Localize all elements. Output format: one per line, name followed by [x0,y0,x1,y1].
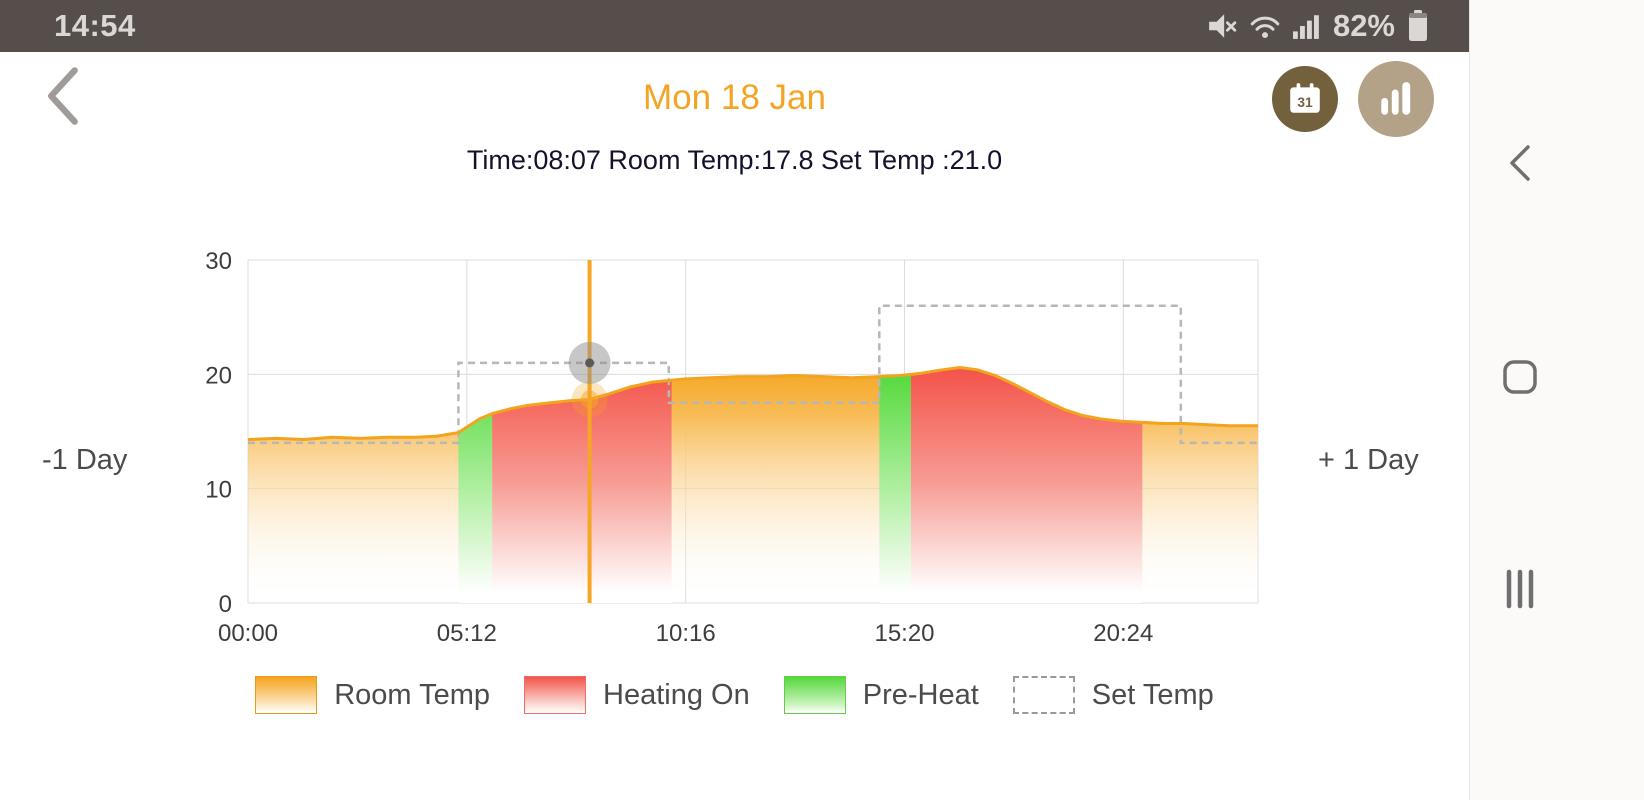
chart-area: 0 10 20 30 00:00 05:12 10:16 15:20 20:24 [150,245,1280,647]
next-day-button[interactable]: + 1 Day [1318,444,1419,476]
svg-text:10: 10 [205,477,232,504]
mute-icon [1207,11,1237,41]
svg-text:00:00: 00:00 [218,620,278,645]
back-button[interactable] [40,64,88,128]
svg-text:30: 30 [205,248,232,275]
legend-item-room-temp: Room Temp [255,676,490,714]
nav-back-button[interactable] [1498,140,1542,186]
previous-day-button[interactable]: -1 Day [42,444,128,476]
legend-item-pre-heat: Pre-Heat [783,676,979,714]
calendar-icon: 31 [1290,83,1320,113]
page-title: Mon 18 Jan [643,78,826,117]
svg-text:10:16: 10:16 [656,620,716,645]
svg-text:15:20: 15:20 [874,620,934,645]
nav-back-icon [1510,145,1530,181]
nav-home-icon [1503,360,1537,394]
legend-swatch-pre-heat [783,676,846,714]
calendar-day-number: 31 [1297,95,1313,110]
stats-view-button[interactable] [1358,61,1434,137]
legend-item-set-temp: Set Temp [1012,676,1214,714]
legend-item-heating-on: Heating On [524,676,750,714]
android-nav-bar [1469,0,1644,800]
temperature-chart[interactable]: 0 10 20 30 00:00 05:12 10:16 15:20 20:24 [150,245,1280,647]
battery-icon [1407,10,1429,42]
legend-label: Set Temp [1091,678,1214,711]
legend-label: Heating On [603,678,750,711]
status-icons: 82% [1207,8,1429,44]
wifi-icon [1249,12,1281,40]
signal-icon [1292,12,1321,40]
legend-swatch-set-temp [1012,676,1075,714]
svg-text:05:12: 05:12 [437,620,497,645]
cursor-readout: Time:08:07 Room Temp:17.8 Set Temp :21.0 [466,145,1003,175]
battery-percent: 82% [1332,8,1395,43]
legend-swatch-room-temp [255,676,318,714]
nav-recents-button[interactable] [1498,566,1542,612]
svg-text:20:24: 20:24 [1093,620,1153,645]
app-content: Mon 18 Jan 31 Time:08:07 Room Temp:17.8 … [0,52,1469,800]
legend-swatch-heating-on [524,676,587,714]
legend-label: Pre-Heat [862,678,979,711]
chart-legend: Room Temp Heating On Pre-Heat Set Temp [0,676,1469,714]
svg-text:20: 20 [205,362,232,389]
nav-recents-icon [1506,569,1534,609]
status-bar: 14:54 [0,0,1469,52]
calendar-button[interactable]: 31 [1272,66,1338,132]
status-clock: 14:54 [54,8,136,43]
nav-home-button[interactable] [1498,354,1542,400]
legend-label: Room Temp [334,678,491,711]
svg-text:0: 0 [219,591,232,618]
bar-chart-icon [1381,82,1411,115]
